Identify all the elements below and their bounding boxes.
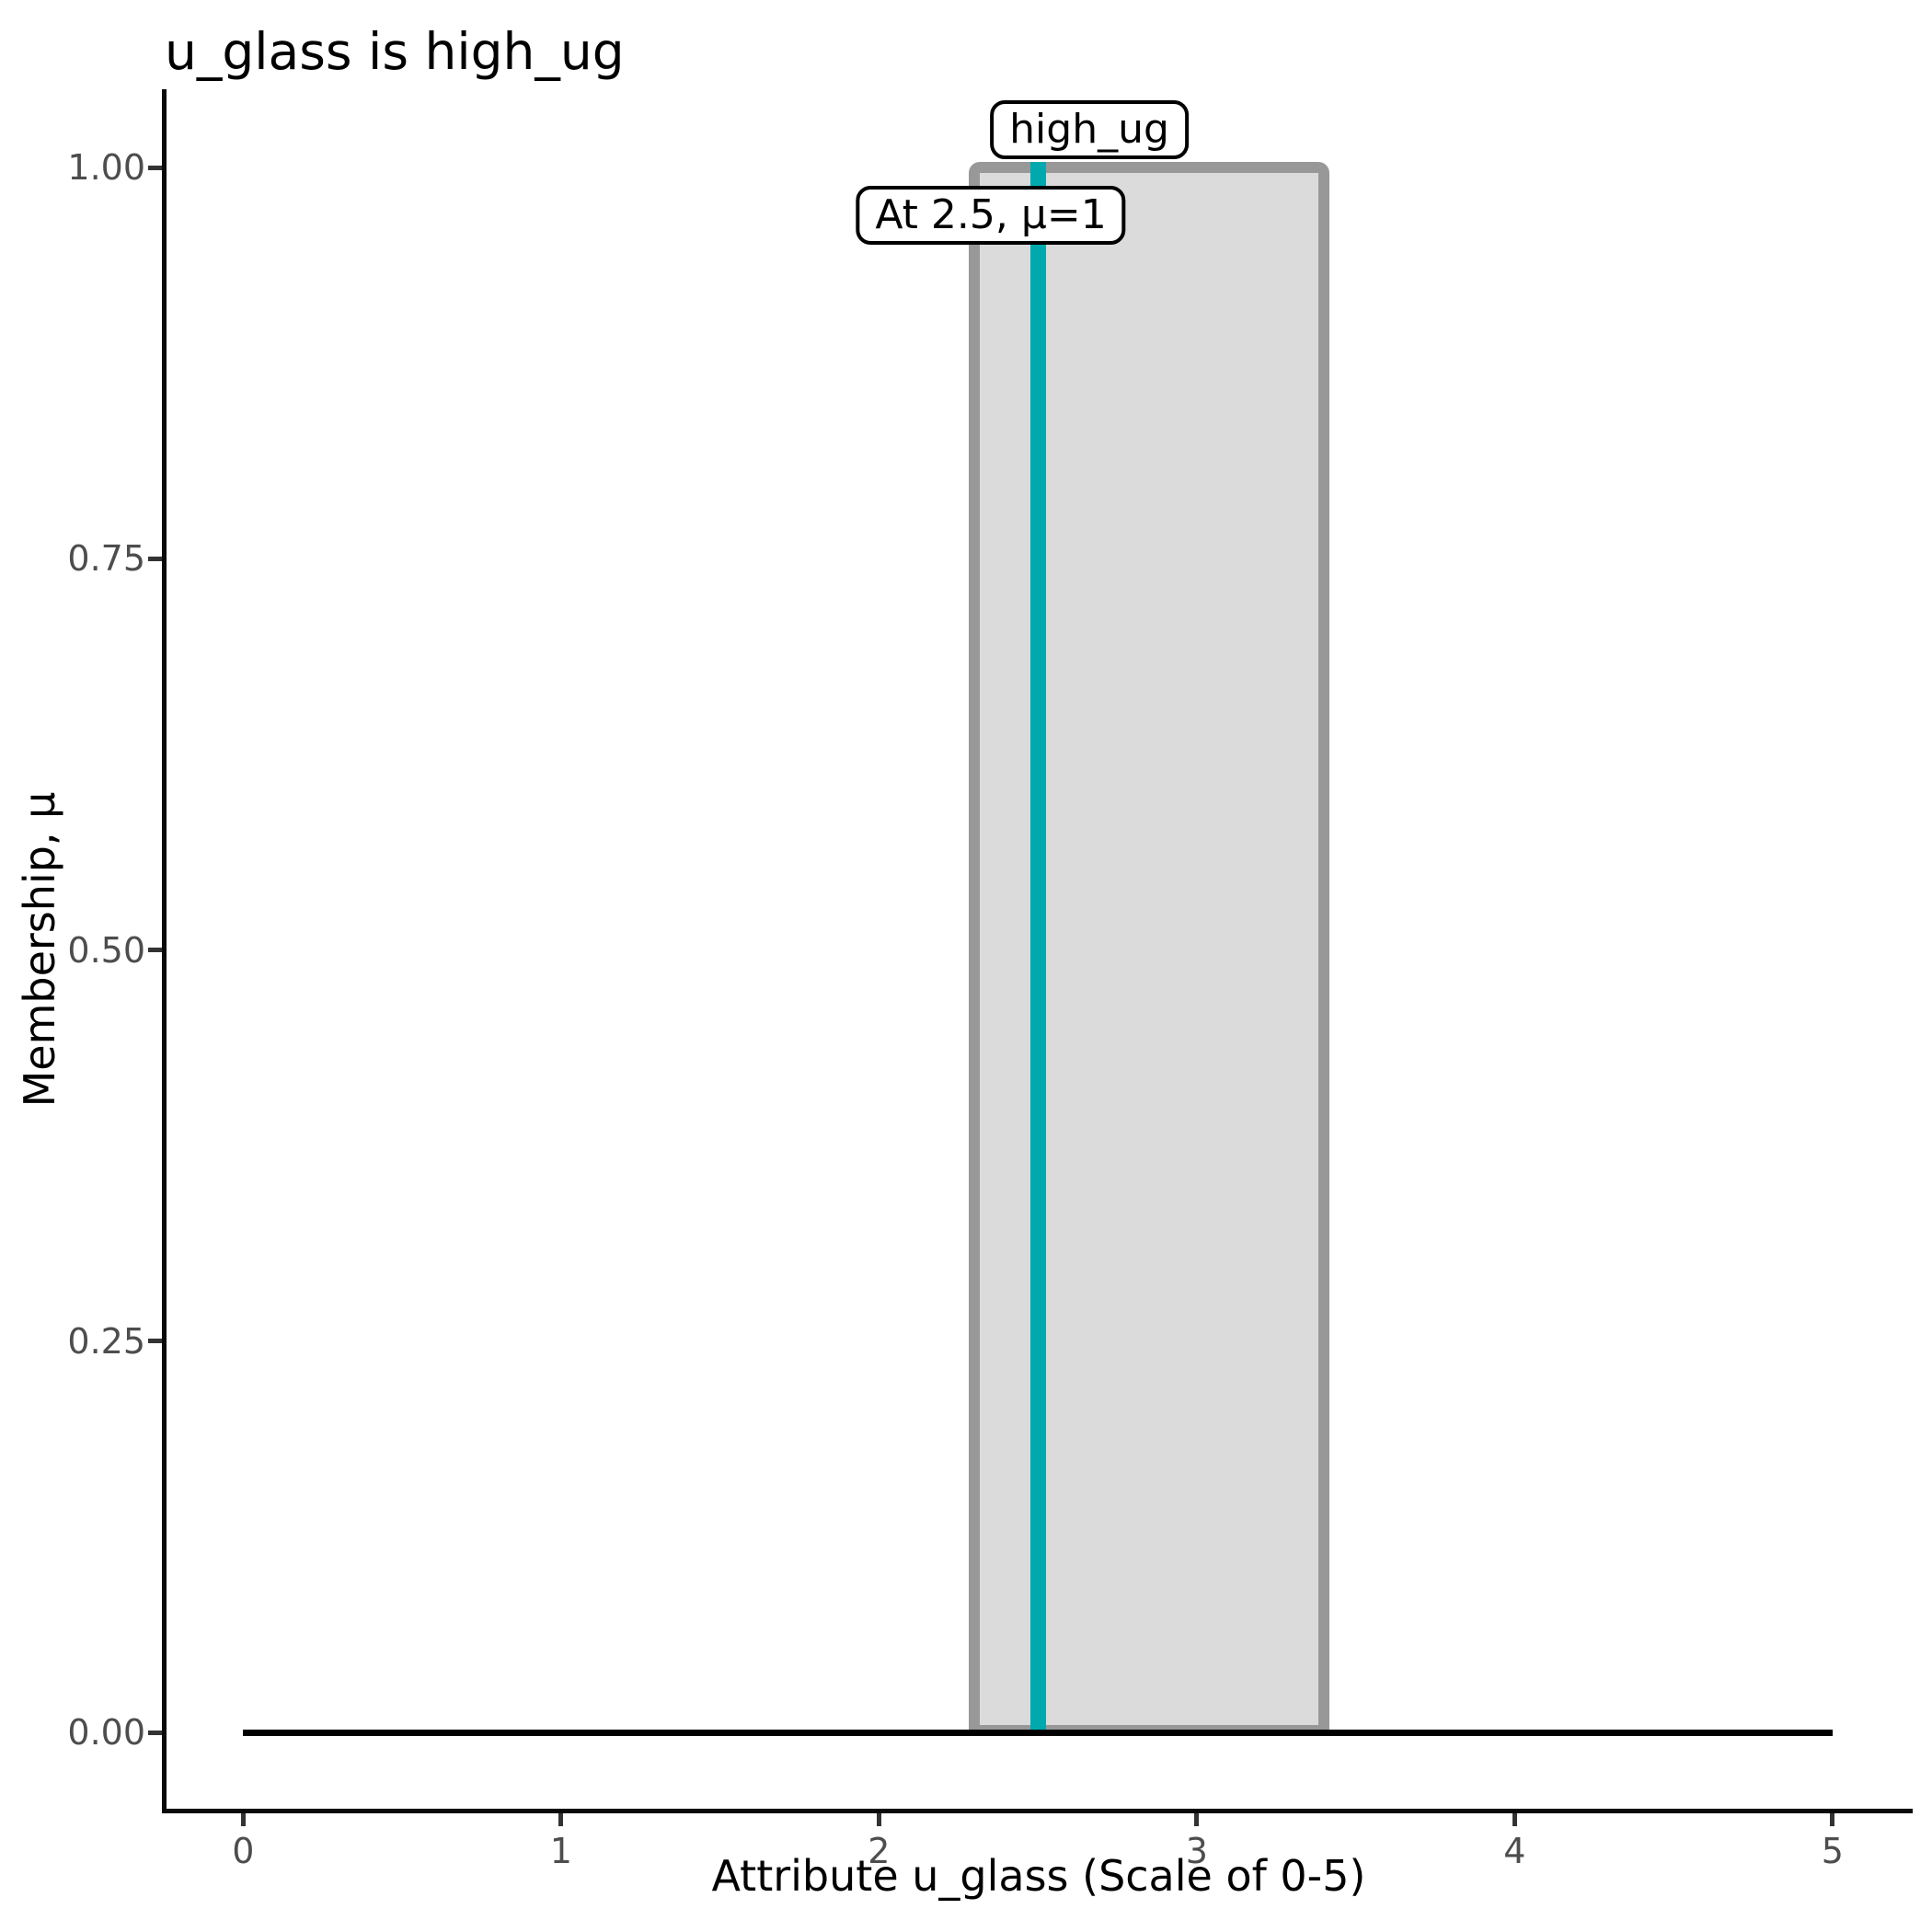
x-tick-label: 0 <box>232 1831 255 1871</box>
x-axis-tick <box>1830 1813 1835 1826</box>
x-tick-label: 4 <box>1503 1831 1526 1871</box>
membership-rect <box>968 162 1329 1736</box>
y-axis-tick <box>148 1339 162 1344</box>
annotation-set-name: high_ug <box>990 99 1189 159</box>
chart-title: u_glass is high_ug <box>165 22 625 81</box>
x-tick-label: 1 <box>549 1831 572 1871</box>
y-axis-tick <box>148 948 162 952</box>
x-tick-label: 5 <box>1821 1831 1844 1871</box>
y-tick-label: 0.50 <box>67 929 145 971</box>
x-axis-tick <box>558 1813 564 1826</box>
x-tick-label: 3 <box>1185 1831 1208 1871</box>
input-value-line <box>1029 162 1046 1732</box>
x-axis-tick <box>1194 1813 1200 1826</box>
y-tick-label: 1.00 <box>67 147 145 188</box>
x-axis-title: Attribute u_glass (Scale of 0-5) <box>711 1851 1366 1901</box>
axis-frame <box>162 89 1913 1813</box>
zero-membership-line <box>243 1729 1833 1736</box>
x-tick-label: 2 <box>868 1831 891 1871</box>
x-axis-tick <box>1512 1813 1517 1826</box>
annotation-membership-readout: At 2.5, μ=1 <box>856 186 1126 246</box>
y-axis-tick <box>148 1730 162 1735</box>
y-axis-tick <box>148 556 162 561</box>
y-tick-label: 0.25 <box>67 1320 145 1362</box>
x-axis-tick <box>240 1813 246 1826</box>
y-tick-label: 0.75 <box>67 538 145 580</box>
y-tick-label: 0.00 <box>67 1712 145 1753</box>
y-axis-tick <box>148 165 162 170</box>
x-axis-tick <box>876 1813 881 1826</box>
